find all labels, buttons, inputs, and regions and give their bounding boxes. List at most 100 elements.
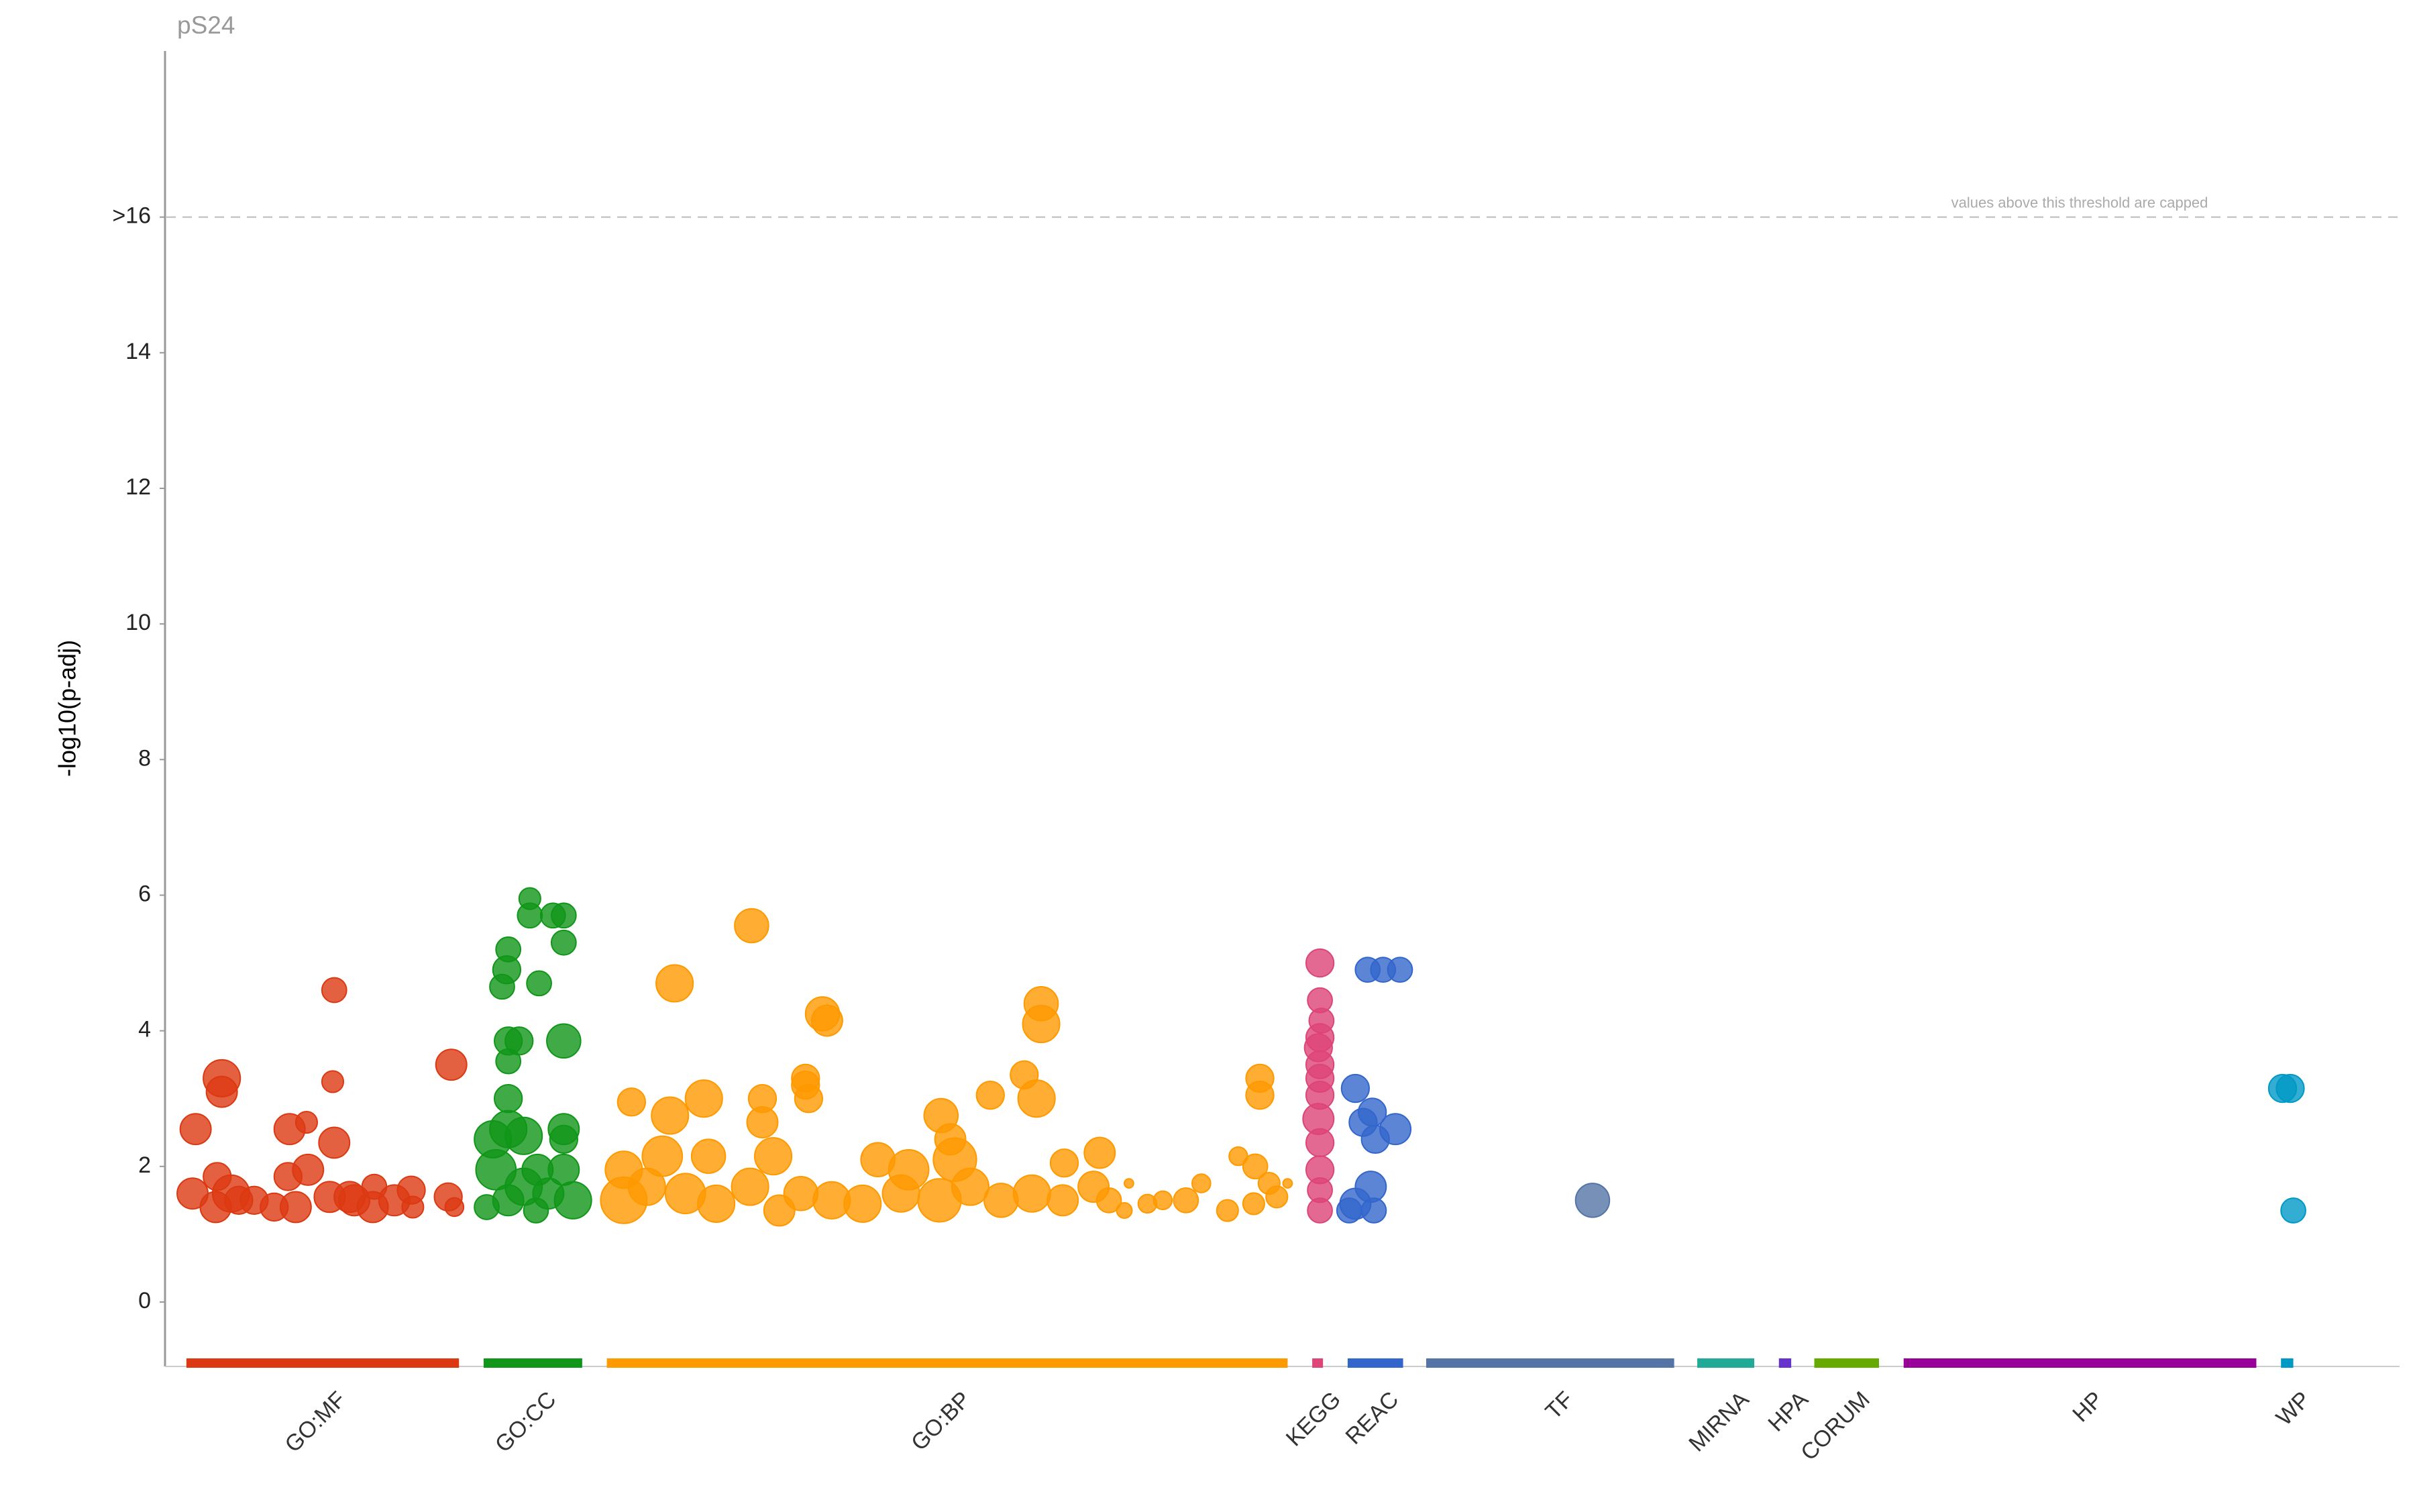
point [546,1023,582,1059]
point [550,902,577,929]
x-tick-label: MIRNA [1684,1387,1754,1457]
point [294,1111,318,1134]
point [1282,1178,1293,1189]
point [731,1167,769,1206]
point [616,1087,647,1117]
point [279,1191,312,1224]
point [1049,1148,1079,1178]
point [435,1048,468,1081]
point [205,1075,238,1108]
threshold-note: values above this threshold are capped [1951,194,2208,211]
point [684,1079,723,1118]
point [975,1081,1005,1110]
y-axis-label: -log10(p-adj) [54,640,81,777]
source-band [483,1358,582,1368]
point [1307,1197,1333,1224]
x-tick-label: GO:MF [280,1387,351,1458]
point [783,1175,819,1211]
point [697,1184,736,1223]
point [1012,1174,1051,1213]
y-tick-label: 10 [125,610,151,635]
point [881,1174,920,1213]
chart-title: pS24 [177,11,235,39]
point [224,1185,254,1216]
point [179,1113,212,1146]
y-tick-label: 2 [138,1152,151,1178]
point [1242,1192,1265,1216]
source-band [1814,1358,1879,1368]
point [1017,1079,1056,1118]
source-band [1697,1358,1755,1368]
source-band [1426,1358,1674,1368]
point [2275,1073,2305,1103]
source-band [1903,1358,2257,1368]
point [318,1126,351,1159]
point [655,964,694,1003]
point [321,977,347,1004]
x-tick-label: TF [1541,1387,1578,1424]
x-tick-label: REAC [1341,1387,1404,1450]
point [951,1167,989,1206]
x-tick-label: HPA [1763,1387,1813,1437]
y-tick-label: 4 [138,1017,151,1042]
point [1116,1202,1133,1219]
point [444,1197,465,1218]
point [1022,1004,1061,1044]
point [549,1124,578,1154]
point [526,970,552,997]
point [1216,1199,1239,1222]
point [1191,1173,1212,1193]
point [532,1177,565,1210]
point [494,1084,523,1114]
point [1137,1193,1158,1214]
point [1245,1063,1275,1093]
point [1046,1184,1079,1217]
y-tick-label: 6 [138,881,151,906]
point [690,1138,727,1174]
point [734,908,769,944]
x-tick-label: HP [2068,1387,2108,1427]
point [754,1137,793,1176]
x-tick-label: CORUM [1796,1387,1875,1466]
point [1095,1187,1122,1213]
point [401,1195,425,1219]
point [1305,1128,1335,1158]
source-band [1347,1358,1403,1368]
source-band [2281,1358,2294,1368]
point [843,1184,882,1223]
point [273,1162,303,1191]
point [1340,1073,1371,1103]
point [1242,1153,1269,1180]
point [794,1084,824,1114]
point [627,1167,666,1206]
point [504,1116,543,1155]
point [489,973,515,1000]
point [1305,948,1335,978]
point [517,902,543,929]
point [651,1096,690,1135]
point [746,1106,779,1139]
point [1387,957,1413,983]
y-tick-label: 14 [125,339,151,364]
y-tick-label: 12 [125,474,151,500]
point [1265,1185,1289,1209]
point [1574,1183,1611,1218]
point [1336,1197,1362,1224]
point [321,1070,345,1093]
point [495,1048,522,1075]
point [550,929,577,956]
point [1124,1178,1134,1189]
point [1379,1113,1412,1146]
y-tick-label: 0 [138,1288,151,1313]
x-tick-label: GO:BP [906,1387,975,1456]
source-band [606,1358,1288,1368]
x-tick-label: KEGG [1281,1387,1346,1451]
point [983,1183,1019,1218]
point [1173,1187,1199,1213]
point [810,1004,843,1037]
source-band [186,1358,460,1368]
point [1360,1197,1387,1224]
source-band [1312,1358,1324,1368]
y-tick-label: >16 [112,203,151,229]
